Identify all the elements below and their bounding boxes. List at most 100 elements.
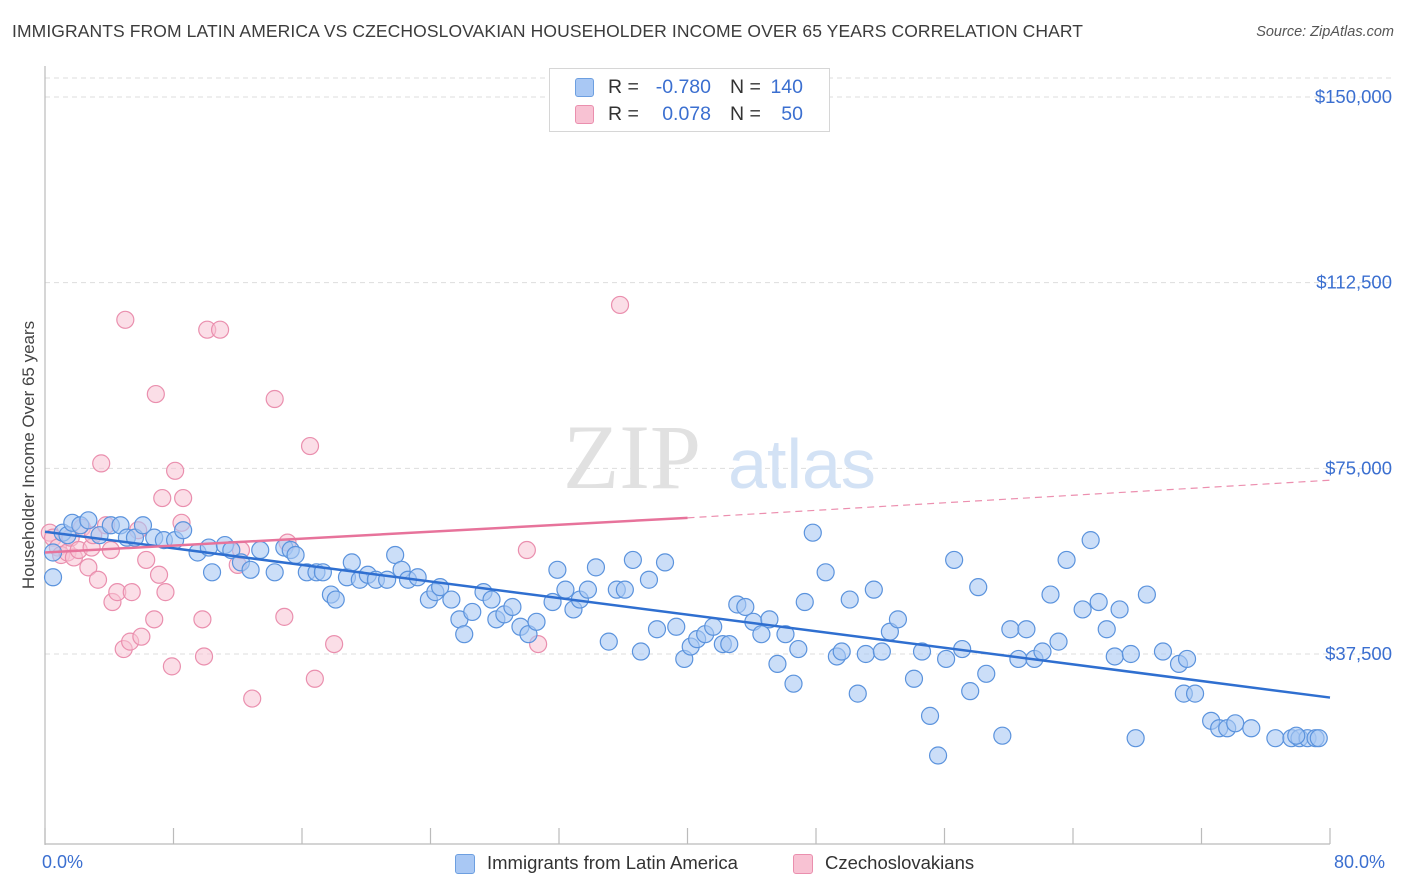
latin-america-point: [1057, 550, 1076, 570]
latin-america-point: [768, 654, 787, 674]
legend-swatch-blue: [455, 854, 475, 874]
latin-america-point: [442, 590, 461, 609]
x-tick-label-max: 80.0%: [1334, 852, 1386, 872]
latin-america-point: [720, 634, 739, 654]
latin-america-point: [832, 642, 851, 661]
latin-america-point: [904, 669, 924, 688]
latin-america-point: [1081, 531, 1100, 550]
latin-america-point: [920, 706, 940, 725]
latin-america-point: [704, 617, 723, 636]
latin-america-point: [872, 642, 891, 661]
latin-america-point: [776, 625, 795, 644]
legend-r-label: R =: [608, 103, 639, 125]
latin-america-point: [43, 568, 63, 587]
czechoslovakians-point: [243, 689, 262, 708]
latin-america-point: [241, 560, 260, 579]
latin-america-point: [408, 568, 427, 587]
latin-america-point: [202, 563, 222, 582]
latin-america-point: [736, 597, 755, 617]
latin-america-point: [1266, 729, 1285, 748]
czechoslovakians-point: [210, 320, 230, 339]
latin-america-point: [977, 664, 996, 683]
latin-america-point: [937, 649, 956, 669]
czechoslovakians-point: [145, 610, 164, 629]
legend-label-latin-america: Immigrants from Latin America: [487, 852, 738, 873]
czechoslovakians-point: [193, 610, 212, 629]
latin-america-point: [174, 521, 193, 540]
latin-america-point: [752, 625, 771, 644]
legend-r-value: -0.780: [655, 76, 711, 98]
latin-america-point: [556, 580, 575, 599]
legend-swatch-pink: [575, 105, 594, 124]
latin-america-point: [1242, 719, 1261, 738]
latin-america-point: [784, 674, 803, 693]
latin-america-point: [1073, 600, 1092, 619]
latin-america-point: [864, 580, 883, 599]
czechoslovakians-trend-line: [44, 516, 688, 554]
x-tick-label-min: 0.0%: [42, 852, 84, 872]
latin-america-point: [1105, 647, 1124, 666]
latin-america-point: [1137, 585, 1156, 604]
czechoslovakians-point: [153, 488, 172, 508]
latin-america-point: [1185, 684, 1205, 703]
latin-america-point: [856, 644, 875, 664]
czechoslovakians-point: [122, 583, 141, 602]
czechoslovakians-point: [325, 634, 344, 654]
latin-america-point: [548, 560, 567, 579]
latin-america-point: [265, 563, 284, 582]
czechoslovakians-point: [146, 384, 165, 404]
czechoslovakians-point: [156, 583, 175, 602]
latin-america-point: [1089, 592, 1108, 612]
legend-n-label: N =: [730, 103, 761, 125]
y-tick-label: $37,500: [1325, 643, 1392, 664]
latin-america-point: [969, 578, 988, 597]
czechoslovakians-point: [610, 295, 630, 315]
latin-america-point: [1001, 620, 1020, 639]
czechoslovakians-point: [174, 488, 193, 508]
latin-america-point: [463, 602, 482, 622]
czechoslovakians-point: [275, 607, 294, 626]
czechoslovakians-point: [162, 657, 181, 676]
latin-america-point: [993, 726, 1012, 745]
czechoslovakians-point: [265, 389, 284, 409]
latin-america-point: [912, 642, 932, 661]
watermark: ZIP atlas: [563, 406, 876, 508]
latin-america-point: [789, 639, 808, 659]
latin-america-point: [1226, 714, 1245, 733]
czechoslovakians-point: [305, 669, 324, 688]
latin-america-point: [928, 746, 948, 765]
latin-america-point: [631, 642, 651, 661]
latin-america-point: [326, 590, 345, 609]
latin-america-point: [840, 590, 859, 609]
latin-america-point: [647, 620, 667, 639]
latin-america-point: [251, 540, 270, 560]
legend-label-czechoslovakians: Czechoslovakians: [825, 852, 975, 873]
latin-america-point: [342, 553, 361, 572]
czechoslovakians-point: [166, 461, 185, 480]
y-tick-label: $150,000: [1315, 86, 1392, 107]
latin-america-trend-line: [44, 530, 1331, 699]
legend-n-value: 50: [781, 103, 803, 125]
latin-america-point: [378, 570, 397, 589]
series-legend: Immigrants from Latin America Czechoslov…: [0, 852, 1406, 878]
latin-america-point: [848, 684, 867, 703]
latin-america-point: [527, 612, 546, 631]
latin-america-point: [655, 553, 675, 572]
czechoslovakians-point: [116, 310, 135, 329]
chart-title: IMMIGRANTS FROM LATIN AMERICA VS CZECHOS…: [12, 21, 1084, 41]
axes: [44, 66, 1331, 845]
legend-n-label: N =: [730, 76, 761, 98]
legend-n-value: 140: [770, 76, 803, 98]
czechoslovakians-point: [300, 436, 320, 456]
legend-swatch-blue: [575, 78, 594, 97]
czechoslovakians-point: [88, 570, 108, 589]
latin-america-point: [1033, 642, 1052, 661]
latin-america-point: [1041, 585, 1060, 604]
correlation-legend: R = -0.780 N = 140 R = 0.078 N = 50: [549, 68, 830, 132]
czechoslovakians-point: [194, 647, 214, 666]
latin-america-point: [482, 590, 501, 609]
latin-america-point: [667, 617, 686, 636]
latin-america-point: [1177, 649, 1197, 669]
czechoslovakians-point: [517, 540, 536, 560]
